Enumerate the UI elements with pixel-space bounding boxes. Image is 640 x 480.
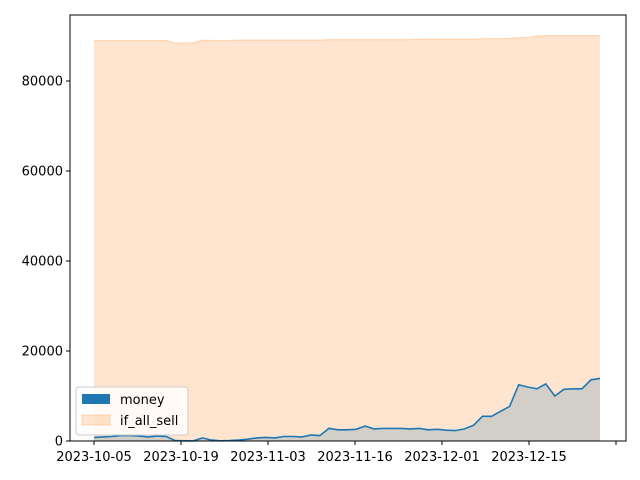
x-tick-label: 2023-12-01	[404, 450, 480, 465]
y-tick-label: 20000	[22, 345, 63, 360]
legend-swatch-if-all-sell	[81, 414, 111, 426]
plot-area	[69, 14, 627, 442]
x-tick-label: 2023-11-03	[230, 450, 306, 465]
legend-label-if-all-sell: if_all_sell	[120, 414, 178, 429]
y-axis: 0 20000 40000 60000 80000	[22, 75, 70, 450]
y-tick-label: 60000	[22, 165, 63, 180]
x-tick-label: 2023-10-19	[143, 450, 219, 465]
x-tick-label: 2023-10-05	[56, 450, 132, 465]
x-axis: 2023-10-05 2023-10-19 2023-11-03 2023-11-16…	[56, 441, 617, 465]
series-layer	[93, 35, 601, 442]
legend-swatch-money	[82, 394, 110, 404]
y-tick-label: 80000	[22, 75, 63, 90]
plot-frame	[69, 14, 627, 442]
legend: money if_all_sell	[75, 386, 189, 436]
area-if-all-sell	[94, 35, 600, 441]
line-if-all-sell	[94, 35, 600, 44]
x-tick-label: 2023-12-15	[491, 450, 567, 465]
y-tick-label: 0	[55, 435, 63, 450]
plot-background	[70, 15, 626, 441]
y-tick-label: 40000	[22, 255, 63, 270]
x-tick-label: 2023-11-16	[317, 450, 393, 465]
legend-label-money: money	[120, 393, 165, 408]
